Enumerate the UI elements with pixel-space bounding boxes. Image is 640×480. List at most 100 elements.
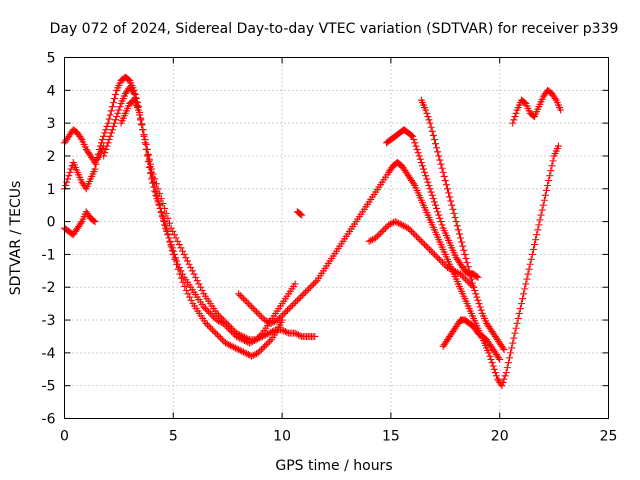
data-point-track-6 — [519, 295, 527, 303]
data-point-track-5 — [94, 154, 102, 162]
data-point-track-7 — [413, 145, 421, 153]
data-point-track-7 — [437, 218, 445, 226]
data-point-track-1 — [239, 348, 247, 356]
data-point-track-6 — [274, 316, 282, 324]
x-tick-label: 10 — [273, 429, 291, 445]
data-point-track-1 — [212, 329, 220, 337]
data-point-track-7 — [436, 214, 444, 222]
data-point-track-6 — [303, 287, 311, 295]
data-point-track-2 — [157, 195, 165, 203]
data-point-track-9 — [377, 229, 385, 237]
data-point-track-9 — [373, 232, 381, 240]
data-point-track-11 — [551, 95, 559, 103]
data-point-track-3 — [223, 323, 231, 331]
data-point-track-6 — [538, 206, 546, 214]
data-point-track-1 — [187, 296, 195, 304]
data-point-track-3 — [237, 335, 245, 343]
data-point-track-1 — [218, 336, 226, 344]
data-point-track-6 — [499, 378, 507, 386]
data-point-track-9 — [395, 219, 403, 227]
data-point-track-8 — [429, 131, 437, 139]
data-point-track-2 — [188, 267, 196, 275]
data-point-track-2 — [116, 103, 124, 111]
data-point-track-8 — [500, 346, 508, 354]
data-point-track-1 — [112, 90, 120, 98]
data-point-track-10 — [496, 355, 504, 363]
y-tick-label: 4 — [47, 83, 56, 99]
data-point-track-3 — [140, 131, 148, 139]
data-point-track-6 — [504, 359, 512, 367]
data-point-track-1 — [226, 341, 234, 349]
data-point-track-1 — [104, 119, 112, 127]
data-point-track-2 — [283, 328, 291, 336]
data-point-track-7 — [422, 172, 430, 180]
data-point-track-6 — [290, 300, 298, 308]
data-point-track-8 — [447, 197, 455, 205]
data-point-track-8 — [439, 168, 447, 176]
data-point-track-2 — [187, 264, 195, 272]
data-point-track-7 — [432, 201, 440, 209]
y-tick-label: 2 — [47, 149, 56, 165]
data-point-track-2 — [169, 227, 177, 235]
data-point-track-6 — [297, 293, 305, 301]
data-point-track-3 — [141, 136, 149, 144]
data-point-track-3 — [174, 260, 182, 268]
data-point-track-1 — [208, 326, 216, 334]
data-point-track-6 — [249, 305, 257, 313]
data-point-track-9 — [406, 226, 414, 234]
data-point-track-7 — [433, 204, 441, 212]
data-point-track-6 — [554, 142, 562, 150]
data-point-track-3 — [161, 221, 169, 229]
data-point-track-1 — [102, 126, 110, 134]
data-point-track-8 — [445, 189, 453, 197]
data-point-track-1 — [259, 344, 267, 352]
data-point-track-9 — [412, 232, 420, 240]
data-point-track-1 — [223, 340, 231, 348]
data-point-track-6 — [546, 172, 554, 180]
data-point-track-3 — [214, 317, 222, 325]
data-point-track-3 — [158, 213, 166, 221]
data-point-track-7 — [418, 162, 426, 170]
data-point-track-8 — [437, 160, 445, 168]
data-point-track-1 — [64, 175, 72, 183]
data-point-track-1 — [210, 328, 218, 336]
data-point-track-9 — [404, 224, 412, 232]
data-point-track-8 — [443, 185, 451, 193]
data-point-track-2 — [193, 277, 201, 285]
data-point-track-2 — [179, 247, 187, 255]
data-point-track-9 — [450, 267, 458, 275]
data-point-track-2 — [129, 88, 137, 96]
data-point-track-1 — [204, 321, 212, 329]
data-point-track-6 — [517, 300, 525, 308]
data-point-track-3 — [177, 267, 185, 275]
data-point-track-6 — [253, 308, 261, 316]
data-point-track-8 — [442, 181, 450, 189]
data-point-track-9 — [411, 231, 419, 239]
data-point-track-9 — [461, 275, 469, 283]
data-point-track-2 — [267, 328, 275, 336]
data-point-track-1 — [243, 350, 251, 358]
data-point-track-3 — [203, 306, 211, 314]
data-point-track-1 — [184, 290, 192, 298]
data-point-track-3 — [173, 257, 181, 265]
data-point-track-7 — [411, 139, 419, 147]
data-point-track-8 — [471, 287, 479, 295]
data-point-track-3 — [179, 270, 187, 278]
data-point-track-2 — [213, 309, 221, 317]
data-point-track-6 — [288, 301, 296, 309]
data-point-track-3 — [208, 311, 216, 319]
data-point-track-2 — [182, 254, 190, 262]
data-point-track-3 — [149, 173, 157, 181]
data-point-track-6 — [503, 364, 511, 372]
data-point-track-9 — [470, 283, 478, 291]
data-point-track-2 — [270, 327, 278, 335]
data-point-track-1 — [257, 346, 265, 354]
data-point-track-3 — [156, 204, 164, 212]
data-point-track-8 — [435, 152, 443, 160]
data-point-track-3 — [139, 126, 147, 134]
data-point-track-3 — [145, 157, 153, 165]
data-point-track-6 — [298, 291, 306, 299]
x-tick-label: 5 — [169, 429, 178, 445]
data-point-track-8 — [441, 177, 449, 185]
data-point-track-8 — [458, 238, 466, 246]
